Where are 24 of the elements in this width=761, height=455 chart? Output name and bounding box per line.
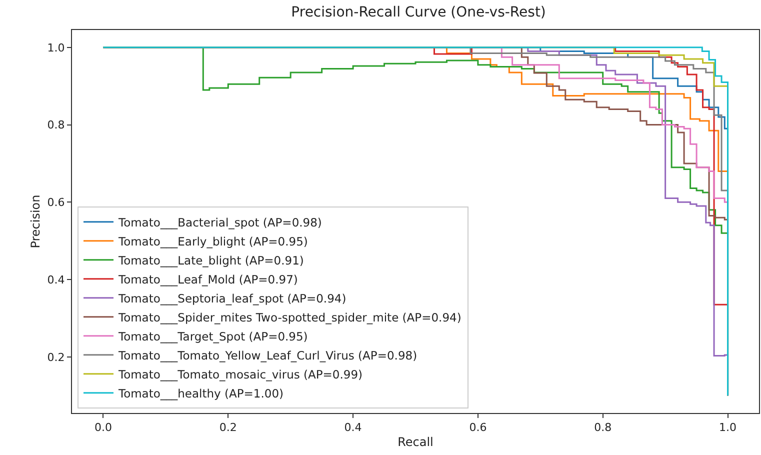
- y-tick-label: 0.8: [47, 118, 65, 132]
- y-tick-label: 0.6: [47, 196, 65, 210]
- y-axis-title: Precision: [28, 194, 43, 248]
- y-tick-label: 0.2: [47, 350, 65, 364]
- x-tick-label: 0.8: [594, 421, 612, 434]
- y-tick-label: 1.0: [47, 41, 65, 54]
- legend-label: Tomato___Late_blight (AP=0.91): [117, 253, 304, 268]
- legend-label: Tomato___Tomato_Yellow_Leaf_Curl_Virus (AP=0.98): [117, 348, 418, 362]
- legend-label: Tomato___Leaf_Mold (AP=0.97): [117, 272, 298, 286]
- legend-label: Tomato___Spider_mites Two-spotted_spider_mite (AP=0.94): [117, 310, 462, 324]
- legend-label: Tomato___Early_blight (AP=0.95): [117, 234, 308, 248]
- x-tick-label: 0.2: [219, 421, 237, 434]
- x-tick-label: 0.4: [344, 421, 362, 434]
- legend-label: Tomato___Bacterial_spot (AP=0.98): [117, 215, 322, 230]
- chart-title: Precision-Recall Curve (One-vs-Rest): [291, 4, 546, 21]
- x-tick-label: 1.0: [719, 421, 737, 434]
- legend-label: Tomato___Target_Spot (AP=0.95): [117, 329, 308, 344]
- x-tick-label: 0.6: [469, 421, 487, 434]
- x-tick-label: 0.0: [94, 421, 112, 434]
- legend-label: Tomato___Tomato_mosaic_virus (AP=0.99): [117, 367, 363, 382]
- x-axis-title: Recall: [398, 435, 434, 450]
- y-tick-label: 0.4: [47, 273, 65, 286]
- legend-label: Tomato___healthy (AP=1.00): [117, 386, 284, 400]
- legend-label: Tomato___Septoria_leaf_spot (AP=0.94): [117, 291, 346, 306]
